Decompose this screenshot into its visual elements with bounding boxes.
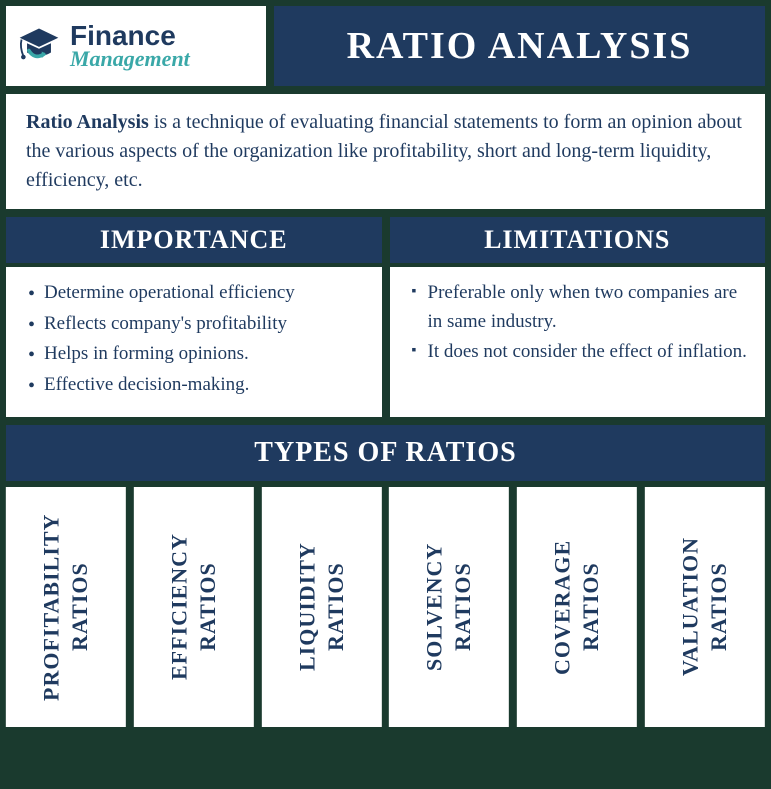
- logo-line2: Management: [70, 48, 190, 70]
- two-column-section: IMPORTANCE Determine operational efficie…: [6, 217, 765, 417]
- definition-box: Ratio Analysis is a technique of evaluat…: [6, 94, 765, 209]
- type-card-liquidity: LIQUIDITY RATIOS: [262, 487, 382, 727]
- importance-body: Determine operational efficiency Reflect…: [6, 267, 382, 417]
- type-card-coverage: COVERAGE RATIOS: [517, 487, 637, 727]
- logo-text: Finance Management: [70, 22, 190, 70]
- types-header: TYPES OF RATIOS: [6, 425, 765, 481]
- list-item: Effective decision-making.: [24, 371, 364, 400]
- limitations-header: LIMITATIONS: [390, 217, 766, 263]
- list-item: Determine operational efficiency: [24, 279, 364, 308]
- graduation-cap-icon: [16, 23, 62, 69]
- limitations-column: LIMITATIONS Preferable only when two com…: [390, 217, 766, 417]
- types-section: TYPES OF RATIOS PROFITABILITY RATIOS EFF…: [6, 425, 765, 727]
- list-item: Preferable only when two companies are i…: [408, 279, 748, 336]
- infographic-container: Finance Management RATIO ANALYSIS Ratio …: [6, 6, 765, 727]
- type-card-profitability: PROFITABILITY RATIOS: [6, 487, 126, 727]
- limitations-list: Preferable only when two companies are i…: [408, 279, 748, 367]
- types-row: PROFITABILITY RATIOS EFFICIENCY RATIOS L…: [6, 487, 765, 727]
- list-item: Helps in forming opinions.: [24, 340, 364, 369]
- header-row: Finance Management RATIO ANALYSIS: [6, 6, 765, 86]
- importance-column: IMPORTANCE Determine operational efficie…: [6, 217, 382, 417]
- logo-box: Finance Management: [6, 6, 266, 86]
- importance-header: IMPORTANCE: [6, 217, 382, 263]
- type-card-valuation: VALUATION RATIOS: [645, 487, 765, 727]
- list-item: Reflects company's profitability: [24, 310, 364, 339]
- list-item: It does not consider the effect of infla…: [408, 338, 748, 367]
- main-title: RATIO ANALYSIS: [274, 6, 765, 86]
- limitations-body: Preferable only when two companies are i…: [390, 267, 766, 417]
- importance-list: Determine operational efficiency Reflect…: [24, 279, 364, 399]
- type-card-solvency: SOLVENCY RATIOS: [389, 487, 509, 727]
- definition-lead: Ratio Analysis: [26, 111, 149, 133]
- type-card-efficiency: EFFICIENCY RATIOS: [134, 487, 254, 727]
